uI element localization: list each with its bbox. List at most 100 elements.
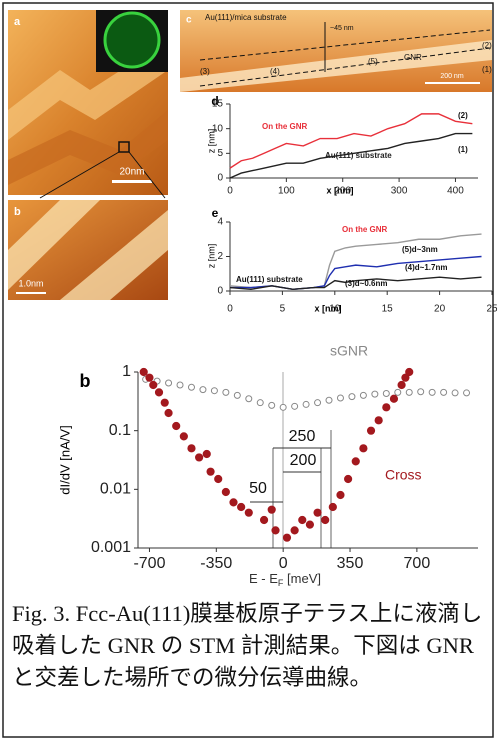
terrace	[8, 40, 168, 140]
line-series	[229, 276, 482, 290]
data-point	[417, 388, 425, 396]
series-label: Cross	[385, 467, 422, 483]
gnr-strip	[180, 40, 492, 92]
data-point	[245, 395, 253, 403]
data-point	[382, 403, 391, 412]
data-point	[187, 383, 195, 391]
inset-pattern	[103, 11, 161, 69]
data-point	[165, 379, 173, 387]
chart-label: b	[80, 371, 91, 391]
annotation: 200	[290, 452, 317, 469]
marker: (4)	[270, 67, 280, 76]
annotation: (2)	[458, 111, 468, 120]
scale-label: 20nm	[119, 167, 144, 178]
bright-band	[8, 200, 100, 290]
gnr-label: GNR	[404, 53, 422, 62]
annotation: (1)	[458, 145, 468, 154]
marker: (2)	[482, 41, 492, 50]
data-point	[394, 388, 402, 396]
data-point	[259, 515, 269, 525]
series-label: Au(111) substrate	[325, 151, 392, 160]
series-label: sGNR	[330, 343, 368, 359]
y-tick-label: 0.01	[100, 481, 131, 498]
data-point	[463, 389, 471, 397]
data-point	[344, 474, 353, 484]
panel-title: Au(111)/mica substrate	[205, 13, 287, 22]
x-tick-label: -350	[200, 555, 232, 572]
marker: (3)	[200, 67, 210, 76]
x-tick-label: 700	[404, 555, 431, 572]
y-tick-label: 5	[217, 148, 223, 159]
data-point	[244, 508, 253, 517]
data-point	[389, 394, 399, 403]
data-point	[160, 398, 169, 407]
x-axis-label: x [nm]	[327, 185, 354, 195]
marker: (1)	[482, 65, 492, 74]
data-point	[195, 453, 204, 462]
x-tick-label: 0	[227, 186, 233, 197]
y-tick-label: 2	[217, 251, 223, 262]
caption: Fig. 3. Fcc-Au(111)膜基板原子テラス上に液滴し吸着した GNR…	[12, 601, 483, 690]
data-point	[359, 391, 367, 399]
data-point	[348, 393, 356, 401]
data-point	[256, 399, 264, 407]
data-point	[451, 389, 459, 397]
scale-label: 200 nm	[440, 73, 464, 80]
y-tick-label: 1	[122, 363, 131, 380]
y-tick-label: 10	[212, 123, 224, 134]
annotation: (3)d~0.6nm	[345, 279, 387, 288]
data-point	[298, 515, 307, 525]
data-point	[206, 467, 215, 476]
data-point	[164, 408, 173, 418]
data-point	[428, 388, 436, 396]
data-point	[313, 508, 322, 517]
data-point	[440, 388, 448, 396]
x-tick-label: 400	[447, 186, 464, 197]
data-point	[291, 402, 299, 410]
data-point	[268, 401, 276, 409]
annotation: 50	[249, 480, 267, 497]
x-tick-label: 20	[434, 304, 446, 315]
x-tick-label: 100	[278, 186, 295, 197]
data-point	[351, 457, 360, 466]
scale-bar	[16, 292, 46, 294]
data-point	[139, 367, 148, 377]
x-tick-label: 10	[329, 304, 341, 315]
data-point	[176, 381, 184, 389]
y-axis-label: z [nm]	[206, 129, 216, 154]
data-point	[397, 380, 406, 390]
y-tick-label: 0.001	[91, 539, 131, 556]
data-point	[154, 388, 164, 397]
x-tick-label: 0	[227, 304, 233, 315]
height-label: ~45 nm	[330, 25, 354, 32]
data-point	[229, 498, 238, 507]
data-point	[233, 391, 241, 399]
data-point	[328, 502, 337, 512]
zoom-box	[118, 141, 130, 153]
series-label: On the GNR	[262, 122, 308, 131]
x-tick-label: -700	[133, 555, 165, 572]
data-point	[302, 400, 310, 408]
y-axis-label: z [nm]	[206, 244, 216, 269]
data-point	[214, 474, 223, 484]
data-point	[179, 432, 188, 441]
y-tick-label: 0	[217, 286, 223, 297]
data-point	[267, 505, 276, 514]
x-tick-label: 15	[382, 304, 394, 315]
annotation: (5)d~3nm	[402, 245, 438, 254]
data-point	[366, 426, 376, 435]
data-point	[282, 533, 292, 542]
x-axis-label-part: F	[278, 578, 284, 588]
x-tick-label: 25	[486, 304, 497, 315]
x-axis-label: E - EF [meV]	[249, 571, 321, 588]
data-point	[336, 394, 344, 402]
x-tick-label: 200	[334, 186, 351, 197]
x-axis-label-part: E - E	[249, 571, 278, 586]
data-point	[222, 388, 230, 396]
data-point	[314, 399, 322, 407]
annotation: On the GNR	[342, 225, 388, 234]
x-tick-label: 0	[279, 555, 288, 572]
